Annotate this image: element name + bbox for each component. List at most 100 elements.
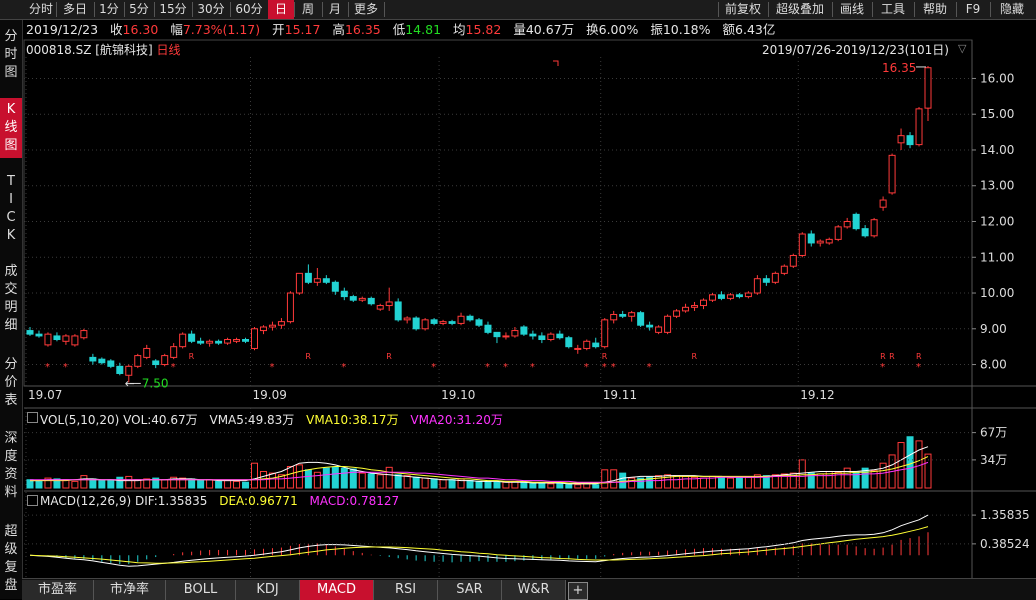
candle-body <box>610 313 618 321</box>
period-tab-7[interactable]: 日 <box>268 0 294 19</box>
sidebar-item-3[interactable]: 成交明细 <box>4 264 18 333</box>
period-tab-4[interactable]: 15分 <box>159 2 187 16</box>
vol-indicator-name: VOL(5,10,20) <box>40 413 120 427</box>
sidebar-item-5[interactable]: 深度资料 <box>4 431 18 500</box>
candle-body <box>574 347 582 350</box>
macd-tick-label: 0.38524 <box>980 537 1030 551</box>
candle-body <box>233 339 241 342</box>
volume-bar <box>717 476 725 489</box>
period-tab-9[interactable]: 月 <box>328 2 341 16</box>
dea-line <box>29 526 929 564</box>
candle-body <box>206 340 214 344</box>
candle-body <box>852 213 860 230</box>
period-toolbar: 分时 多日 1分 5分 15分 30分 60分日周月更多 前复权 超级叠加 画线 工具 帮助 F9 隐藏 <box>0 0 1036 20</box>
volume-bar <box>448 479 456 489</box>
candle-body <box>62 335 70 342</box>
volume-bar <box>439 479 447 489</box>
dif-value: DIF:1.35835 <box>134 494 208 508</box>
candle-body <box>879 199 887 208</box>
macd-settings-box-icon[interactable] <box>27 495 38 506</box>
volume-bar <box>98 480 106 489</box>
indicator-tab-3[interactable]: KDJ <box>236 580 300 600</box>
period-tab-3[interactable]: 5分 <box>129 2 149 16</box>
volume-bar <box>242 481 250 489</box>
candle-body <box>403 317 411 321</box>
volume-bar <box>322 467 330 489</box>
candle-body <box>511 330 519 337</box>
volume-bar <box>924 453 932 489</box>
candle-body <box>708 294 716 301</box>
vol-value: VOL:40.67万 <box>123 413 198 427</box>
candle-body <box>448 321 456 324</box>
volume-bar <box>376 474 384 489</box>
tool-menu-3[interactable]: 工具 <box>880 2 905 16</box>
volume-bar <box>125 475 133 489</box>
star-marker: * <box>431 362 436 373</box>
volume-bar <box>628 477 636 489</box>
candle-body <box>502 335 510 338</box>
vol-settings-box-icon[interactable] <box>27 412 38 423</box>
volume-bar <box>852 470 860 489</box>
volume-bar <box>188 478 196 489</box>
volume-bar <box>331 466 339 489</box>
candle-body <box>44 333 52 346</box>
period-tab-8[interactable]: 周 <box>301 2 314 16</box>
candle-body <box>80 330 88 339</box>
volume-bar <box>80 475 88 489</box>
volume-bar <box>215 480 223 489</box>
stock-header: 000818.SZ [航锦科技] 日线 <box>26 41 181 58</box>
volume-bar <box>700 477 707 489</box>
period-tab-10[interactable]: 更多 <box>353 2 378 16</box>
indicator-tab-2[interactable]: BOLL <box>166 580 236 600</box>
tool-menu-5[interactable]: F9 <box>965 2 981 16</box>
volume-bar <box>224 480 232 489</box>
period-tab-1[interactable]: 多日 <box>62 2 87 16</box>
period-tab-5[interactable]: 30分 <box>197 2 225 16</box>
indicator-tab-7[interactable]: W&R <box>502 580 566 600</box>
candle-body <box>367 297 375 305</box>
candle-body <box>295 272 303 294</box>
candle-body <box>565 337 573 348</box>
tool-menu-2[interactable]: 画线 <box>839 2 864 16</box>
sidebar-item-4[interactable]: 分价表 <box>4 357 18 408</box>
indicator-tab-4[interactable]: MACD <box>300 580 374 600</box>
period-tab-6[interactable]: 60分 <box>235 2 263 16</box>
stock-name: [航锦科技] <box>95 43 153 57</box>
volume-bar <box>277 474 285 489</box>
tool-menu-4[interactable]: 帮助 <box>922 2 947 16</box>
volume-bar <box>807 472 815 489</box>
volume-bar <box>906 436 914 489</box>
period-tab-2[interactable]: 1分 <box>99 2 119 16</box>
sidebar-item-0[interactable]: 分时图 <box>4 29 18 80</box>
volume-bar <box>412 476 420 489</box>
indicator-tab-1[interactable]: 市净率 <box>94 580 166 600</box>
volume-bar <box>197 480 205 489</box>
candle-body <box>753 278 761 294</box>
indicator-tab-0[interactable]: 市盈率 <box>22 580 94 600</box>
candle-body <box>664 315 672 333</box>
tool-menu-6[interactable]: 隐藏 <box>999 2 1024 16</box>
volume-bar <box>71 480 79 489</box>
sidebar-item-6[interactable]: 超级复盘 <box>4 524 18 593</box>
tool-menu-1[interactable]: 超级叠加 <box>775 2 824 16</box>
macd-value: MACD:0.78127 <box>309 494 400 508</box>
collapse-triangle-icon[interactable]: ▽ <box>958 42 967 55</box>
volume-bar <box>565 483 573 489</box>
period-tab-0[interactable]: 分时 <box>28 2 53 16</box>
indicator-tab-6[interactable]: SAR <box>438 580 502 600</box>
candle-body <box>673 310 681 317</box>
candle-body <box>125 365 133 376</box>
candle-body <box>717 294 725 299</box>
candle-body <box>188 333 196 342</box>
candle-body <box>861 228 869 237</box>
tool-menu-0[interactable]: 前复权 <box>724 2 761 16</box>
add-tab-button[interactable]: + <box>568 582 588 600</box>
volume-bar <box>538 482 546 489</box>
candle-body <box>628 312 636 317</box>
macd-indicator-name: MACD(12,26,9) <box>40 494 132 508</box>
star-marker: * <box>269 362 274 373</box>
indicator-tab-5[interactable]: RSI <box>374 580 438 600</box>
